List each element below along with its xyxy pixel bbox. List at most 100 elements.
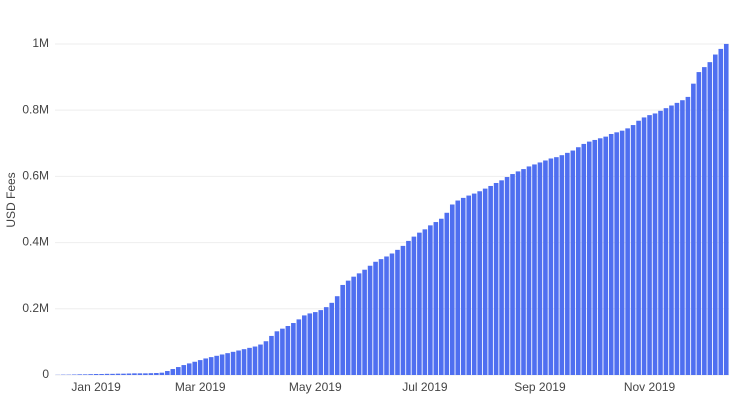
bar <box>718 48 724 376</box>
x-tick-label: Sep 2019 <box>514 380 566 394</box>
y-tick-label: 0.2M <box>22 301 49 315</box>
bar <box>647 115 652 375</box>
bar <box>406 240 411 375</box>
bar <box>625 128 630 375</box>
x-tick-label: Jan 2019 <box>71 380 121 394</box>
bar <box>340 284 345 375</box>
bar <box>515 171 521 375</box>
bar <box>170 369 176 375</box>
bar <box>663 108 669 376</box>
bar <box>93 374 99 375</box>
bar <box>548 158 554 375</box>
bar <box>636 120 641 375</box>
bar <box>499 180 504 375</box>
bar <box>439 218 444 375</box>
bar <box>154 373 159 375</box>
bar <box>88 374 93 375</box>
y-tick-label: 1M <box>32 36 49 50</box>
bar <box>356 273 362 375</box>
y-tick-label: 0 <box>42 367 49 381</box>
bar <box>543 160 548 375</box>
bar <box>389 253 395 375</box>
bar <box>674 102 680 375</box>
bar <box>351 276 356 375</box>
bar <box>482 188 488 375</box>
bar <box>619 130 625 375</box>
bar <box>274 331 280 375</box>
bar <box>608 133 614 375</box>
bar <box>680 100 685 375</box>
x-tick-label: Jul 2019 <box>402 380 448 394</box>
bar <box>614 132 619 375</box>
bar <box>203 358 208 375</box>
bar <box>121 373 126 375</box>
bar <box>219 354 225 375</box>
bar <box>691 83 696 375</box>
bar <box>247 347 252 375</box>
bar <box>702 67 707 376</box>
bar <box>592 139 598 375</box>
bar <box>411 236 417 375</box>
bar <box>175 367 181 375</box>
bar <box>504 177 510 375</box>
bar <box>291 323 296 375</box>
bar <box>312 312 318 375</box>
bar <box>230 351 236 375</box>
bar <box>603 136 609 375</box>
bar <box>669 105 674 376</box>
bar <box>362 269 367 375</box>
bar <box>104 373 110 375</box>
bar <box>597 138 603 375</box>
y-tick-label: 0.4M <box>22 235 49 249</box>
bar <box>126 373 132 375</box>
bar <box>477 191 482 375</box>
bar <box>329 302 335 375</box>
bar <box>159 372 165 375</box>
x-tick-label: Mar 2019 <box>175 380 226 394</box>
bar <box>214 355 219 375</box>
bar <box>378 259 384 375</box>
bar <box>367 265 373 375</box>
bar <box>307 313 313 375</box>
bar <box>263 341 269 375</box>
bar <box>132 373 137 375</box>
bar <box>197 360 203 375</box>
bar <box>565 152 570 375</box>
bar <box>460 197 466 375</box>
bar <box>444 212 450 375</box>
bar <box>99 374 104 375</box>
y-tick-label: 0.6M <box>22 169 49 183</box>
bar <box>488 185 493 375</box>
bar <box>428 225 433 375</box>
bar <box>554 157 559 375</box>
bar <box>471 193 477 375</box>
bar <box>373 261 378 375</box>
bar <box>707 62 713 375</box>
bar <box>115 373 121 375</box>
bar <box>323 307 329 375</box>
bar <box>581 143 587 375</box>
y-tick-label: 0.8M <box>22 102 49 116</box>
bar <box>143 373 148 375</box>
bar <box>712 54 718 375</box>
bar <box>537 162 543 375</box>
bar <box>570 150 576 375</box>
bar <box>345 280 351 375</box>
bar <box>110 373 115 375</box>
bar <box>258 344 263 375</box>
bar <box>302 315 307 375</box>
bar <box>455 200 461 375</box>
bar <box>236 350 241 375</box>
bar <box>576 147 581 375</box>
bar <box>630 125 636 376</box>
bar <box>165 371 170 375</box>
bar <box>685 96 691 375</box>
bar <box>285 326 291 375</box>
bar <box>449 204 455 375</box>
bar <box>559 155 565 375</box>
bar <box>521 169 526 375</box>
bar <box>723 43 729 375</box>
bar <box>192 361 198 375</box>
bar <box>77 374 82 375</box>
bar <box>208 357 214 375</box>
